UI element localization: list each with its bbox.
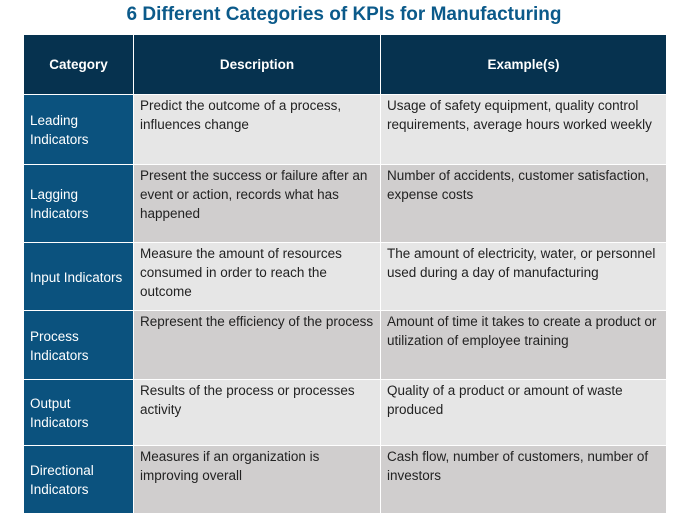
examples-cell: Quality of a product or amount of waste … — [380, 379, 667, 446]
description-cell: Measure the amount of resources consumed… — [133, 242, 381, 311]
category-cell: Output Indicators — [23, 379, 134, 446]
examples-cell: Number of accidents, customer satisfacti… — [380, 164, 667, 243]
examples-cell: The amount of electricity, water, or per… — [380, 242, 667, 311]
examples-cell: Usage of safety equipment, quality contr… — [380, 94, 667, 165]
table-row: Directional Indicators Measures if an org… — [23, 445, 667, 514]
examples-cell: Amount of time it takes to create a prod… — [380, 310, 667, 380]
category-cell: Directional Indicators — [23, 445, 134, 514]
category-cell: Leading Indicators — [23, 94, 134, 165]
category-cell: Process Indicators — [23, 310, 134, 380]
table-row: Output Indicators Results of the process … — [23, 379, 667, 446]
header-examples: Example(s) — [380, 34, 667, 95]
header-category: Category — [23, 34, 134, 95]
header-description: Description — [133, 34, 381, 95]
examples-cell: Cash flow, number of customers, number o… — [380, 445, 667, 514]
description-cell: Predict the outcome of a process, influe… — [133, 94, 381, 165]
category-cell: Input Indicators — [23, 242, 134, 311]
table-row: Leading Indicators Predict the outcome of… — [23, 94, 667, 165]
description-cell: Represent the efficiency of the process — [133, 310, 381, 380]
page-title: 6 Different Categories of KPIs for Manuf… — [126, 4, 562, 25]
description-cell: Present the success or failure after an … — [133, 164, 381, 243]
table-row: Lagging Indicators Present the success or… — [23, 164, 667, 243]
category-cell: Lagging Indicators — [23, 164, 134, 243]
description-cell: Measures if an organization is improving… — [133, 445, 381, 514]
table-row: Process Indicators Represent the efficien… — [23, 310, 667, 380]
table-header-row: Category Description Example(s) — [23, 34, 667, 95]
description-cell: Results of the process or processes acti… — [133, 379, 381, 446]
kpi-table: Category Description Example(s) Leading … — [23, 34, 667, 514]
table-row: Input Indicators Measure the amount of re… — [23, 242, 667, 311]
